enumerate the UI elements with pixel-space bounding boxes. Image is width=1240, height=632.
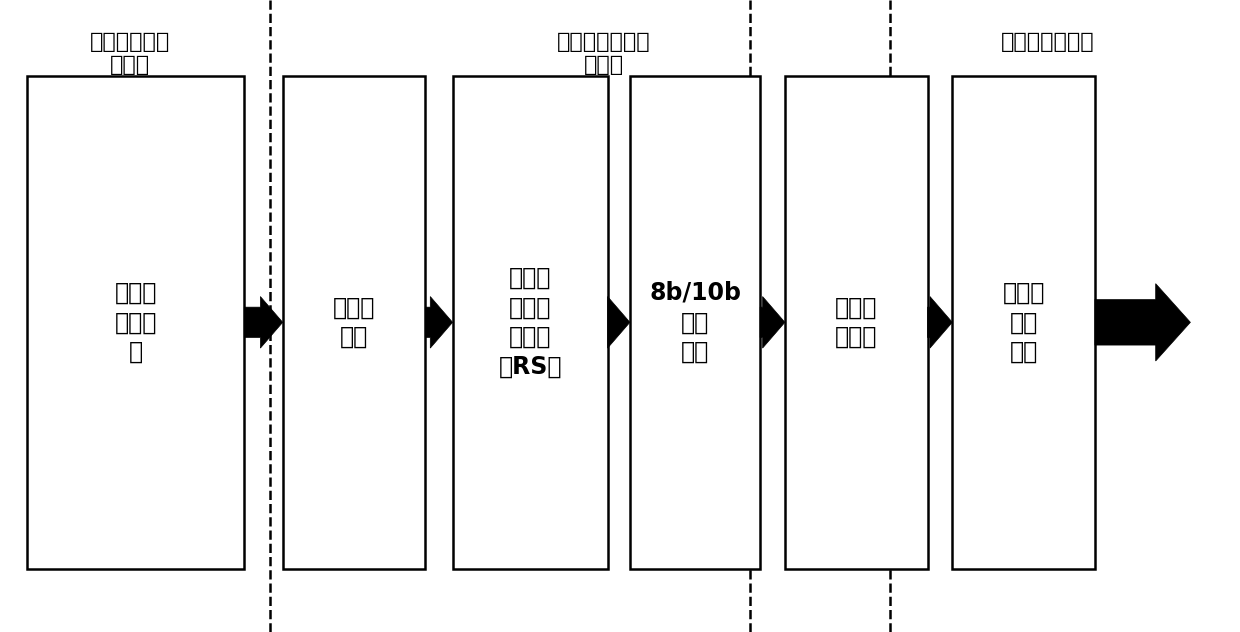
- Polygon shape: [1095, 284, 1190, 361]
- Text: 管理及
超时模
块: 管理及 超时模 块: [114, 281, 157, 364]
- Bar: [630, 76, 760, 569]
- Bar: [785, 76, 928, 569]
- Bar: [952, 76, 1095, 569]
- Text: 里德所
罗门编
码模块
（RS）: 里德所 罗门编 码模块 （RS）: [498, 266, 562, 379]
- Polygon shape: [425, 296, 453, 348]
- Text: 并行处理及编码
时钟域: 并行处理及编码 时钟域: [557, 32, 651, 75]
- Polygon shape: [608, 296, 630, 348]
- Polygon shape: [244, 296, 283, 348]
- Text: 串行发送时钟域: 串行发送时钟域: [1001, 32, 1095, 52]
- Text: 并串转
换模块: 并串转 换模块: [835, 296, 878, 349]
- Bar: [283, 76, 425, 569]
- Text: 串口数据接收
时钟域: 串口数据接收 时钟域: [91, 32, 170, 75]
- Polygon shape: [760, 296, 785, 348]
- Polygon shape: [928, 296, 952, 348]
- Bar: [453, 76, 608, 569]
- Text: 包生成
模块: 包生成 模块: [332, 296, 376, 349]
- Text: 8b/10b
编码
模块: 8b/10b 编码 模块: [649, 281, 742, 364]
- Text: 单端转
差分
模块: 单端转 差分 模块: [1002, 281, 1045, 364]
- Bar: [27, 76, 244, 569]
